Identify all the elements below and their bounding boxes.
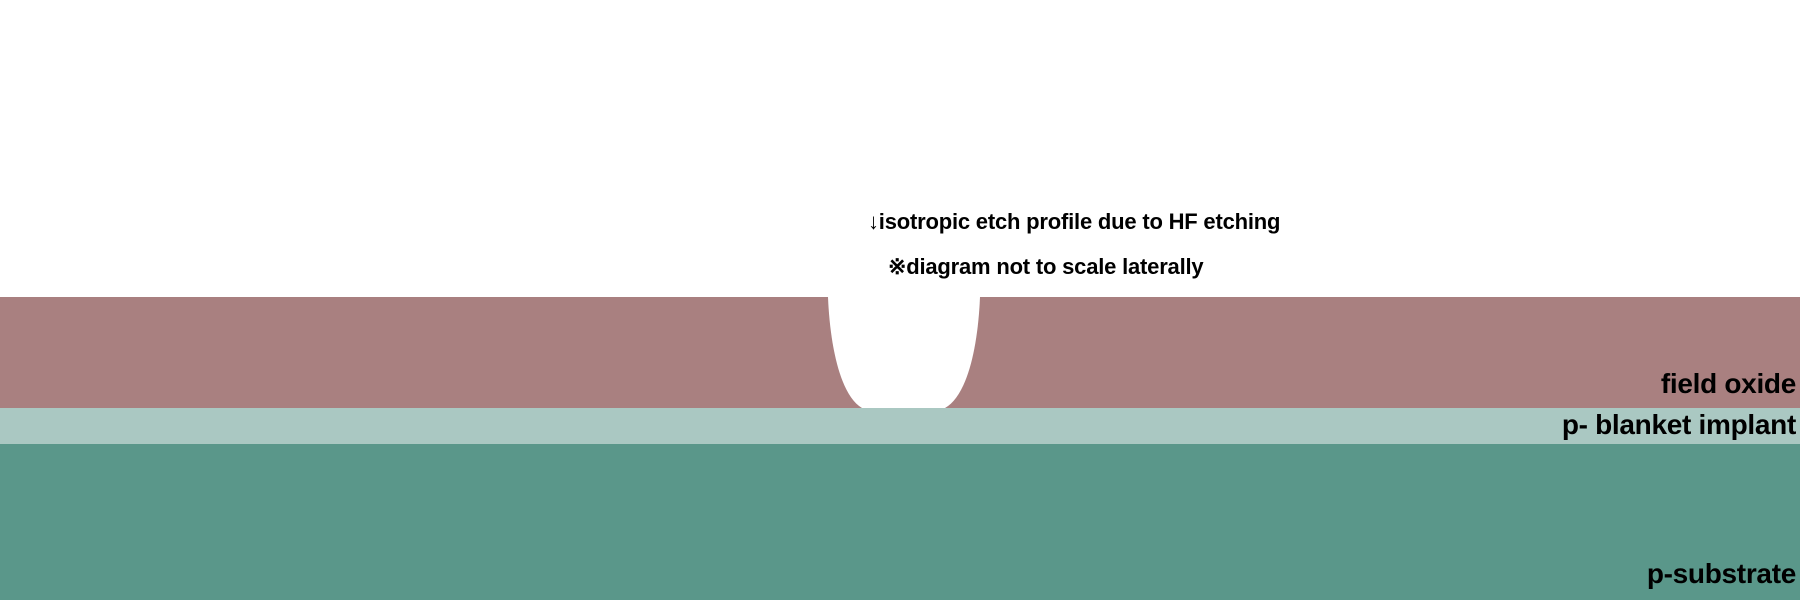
etch-profile-note: ↓isotropic etch profile due to HF etchin… [868,209,1281,234]
p-substrate-layer [0,443,1800,600]
scale-note: ※diagram not to scale laterally [888,254,1204,279]
field-oxide-label: field oxide [1660,368,1796,399]
p-blanket-implant-layer [0,407,1800,444]
p-blanket-implant-label: p- blanket implant [1561,409,1796,440]
isotropic-etch-opening [828,297,980,408]
p-substrate-label: p-substrate [1646,558,1796,589]
